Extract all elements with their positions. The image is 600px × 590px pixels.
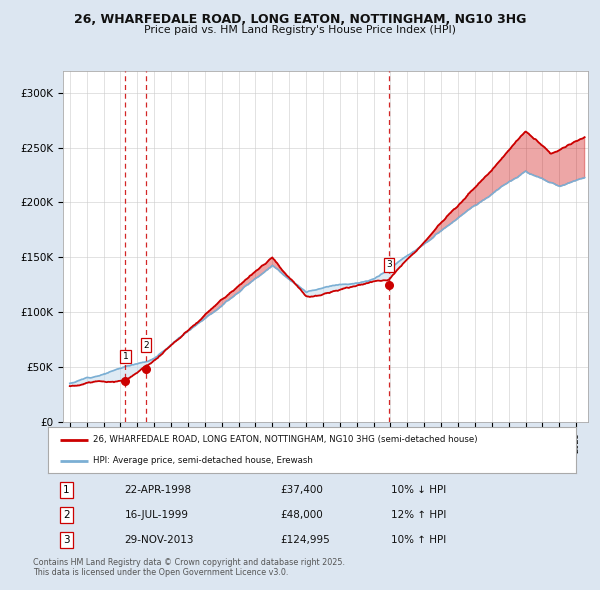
Text: 3: 3 bbox=[63, 535, 70, 545]
Text: 26, WHARFEDALE ROAD, LONG EATON, NOTTINGHAM, NG10 3HG: 26, WHARFEDALE ROAD, LONG EATON, NOTTING… bbox=[74, 13, 526, 26]
Text: 2: 2 bbox=[143, 340, 149, 349]
Text: 10% ↑ HPI: 10% ↑ HPI bbox=[391, 535, 446, 545]
Text: 26, WHARFEDALE ROAD, LONG EATON, NOTTINGHAM, NG10 3HG (semi-detached house): 26, WHARFEDALE ROAD, LONG EATON, NOTTING… bbox=[93, 435, 478, 444]
Text: This data is licensed under the Open Government Licence v3.0.: This data is licensed under the Open Gov… bbox=[33, 568, 289, 577]
Text: £37,400: £37,400 bbox=[280, 485, 323, 495]
Text: £48,000: £48,000 bbox=[280, 510, 323, 520]
Text: 1: 1 bbox=[63, 485, 70, 495]
Text: £124,995: £124,995 bbox=[280, 535, 330, 545]
Text: 16-JUL-1999: 16-JUL-1999 bbox=[125, 510, 188, 520]
Text: 29-NOV-2013: 29-NOV-2013 bbox=[125, 535, 194, 545]
Text: 12% ↑ HPI: 12% ↑ HPI bbox=[391, 510, 446, 520]
Text: 1: 1 bbox=[122, 352, 128, 361]
Text: Contains HM Land Registry data © Crown copyright and database right 2025.: Contains HM Land Registry data © Crown c… bbox=[33, 558, 345, 566]
Text: 2: 2 bbox=[63, 510, 70, 520]
Text: 10% ↓ HPI: 10% ↓ HPI bbox=[391, 485, 446, 495]
Text: HPI: Average price, semi-detached house, Erewash: HPI: Average price, semi-detached house,… bbox=[93, 456, 313, 466]
Text: 3: 3 bbox=[386, 260, 392, 270]
Text: 22-APR-1998: 22-APR-1998 bbox=[125, 485, 191, 495]
Text: Price paid vs. HM Land Registry's House Price Index (HPI): Price paid vs. HM Land Registry's House … bbox=[144, 25, 456, 35]
